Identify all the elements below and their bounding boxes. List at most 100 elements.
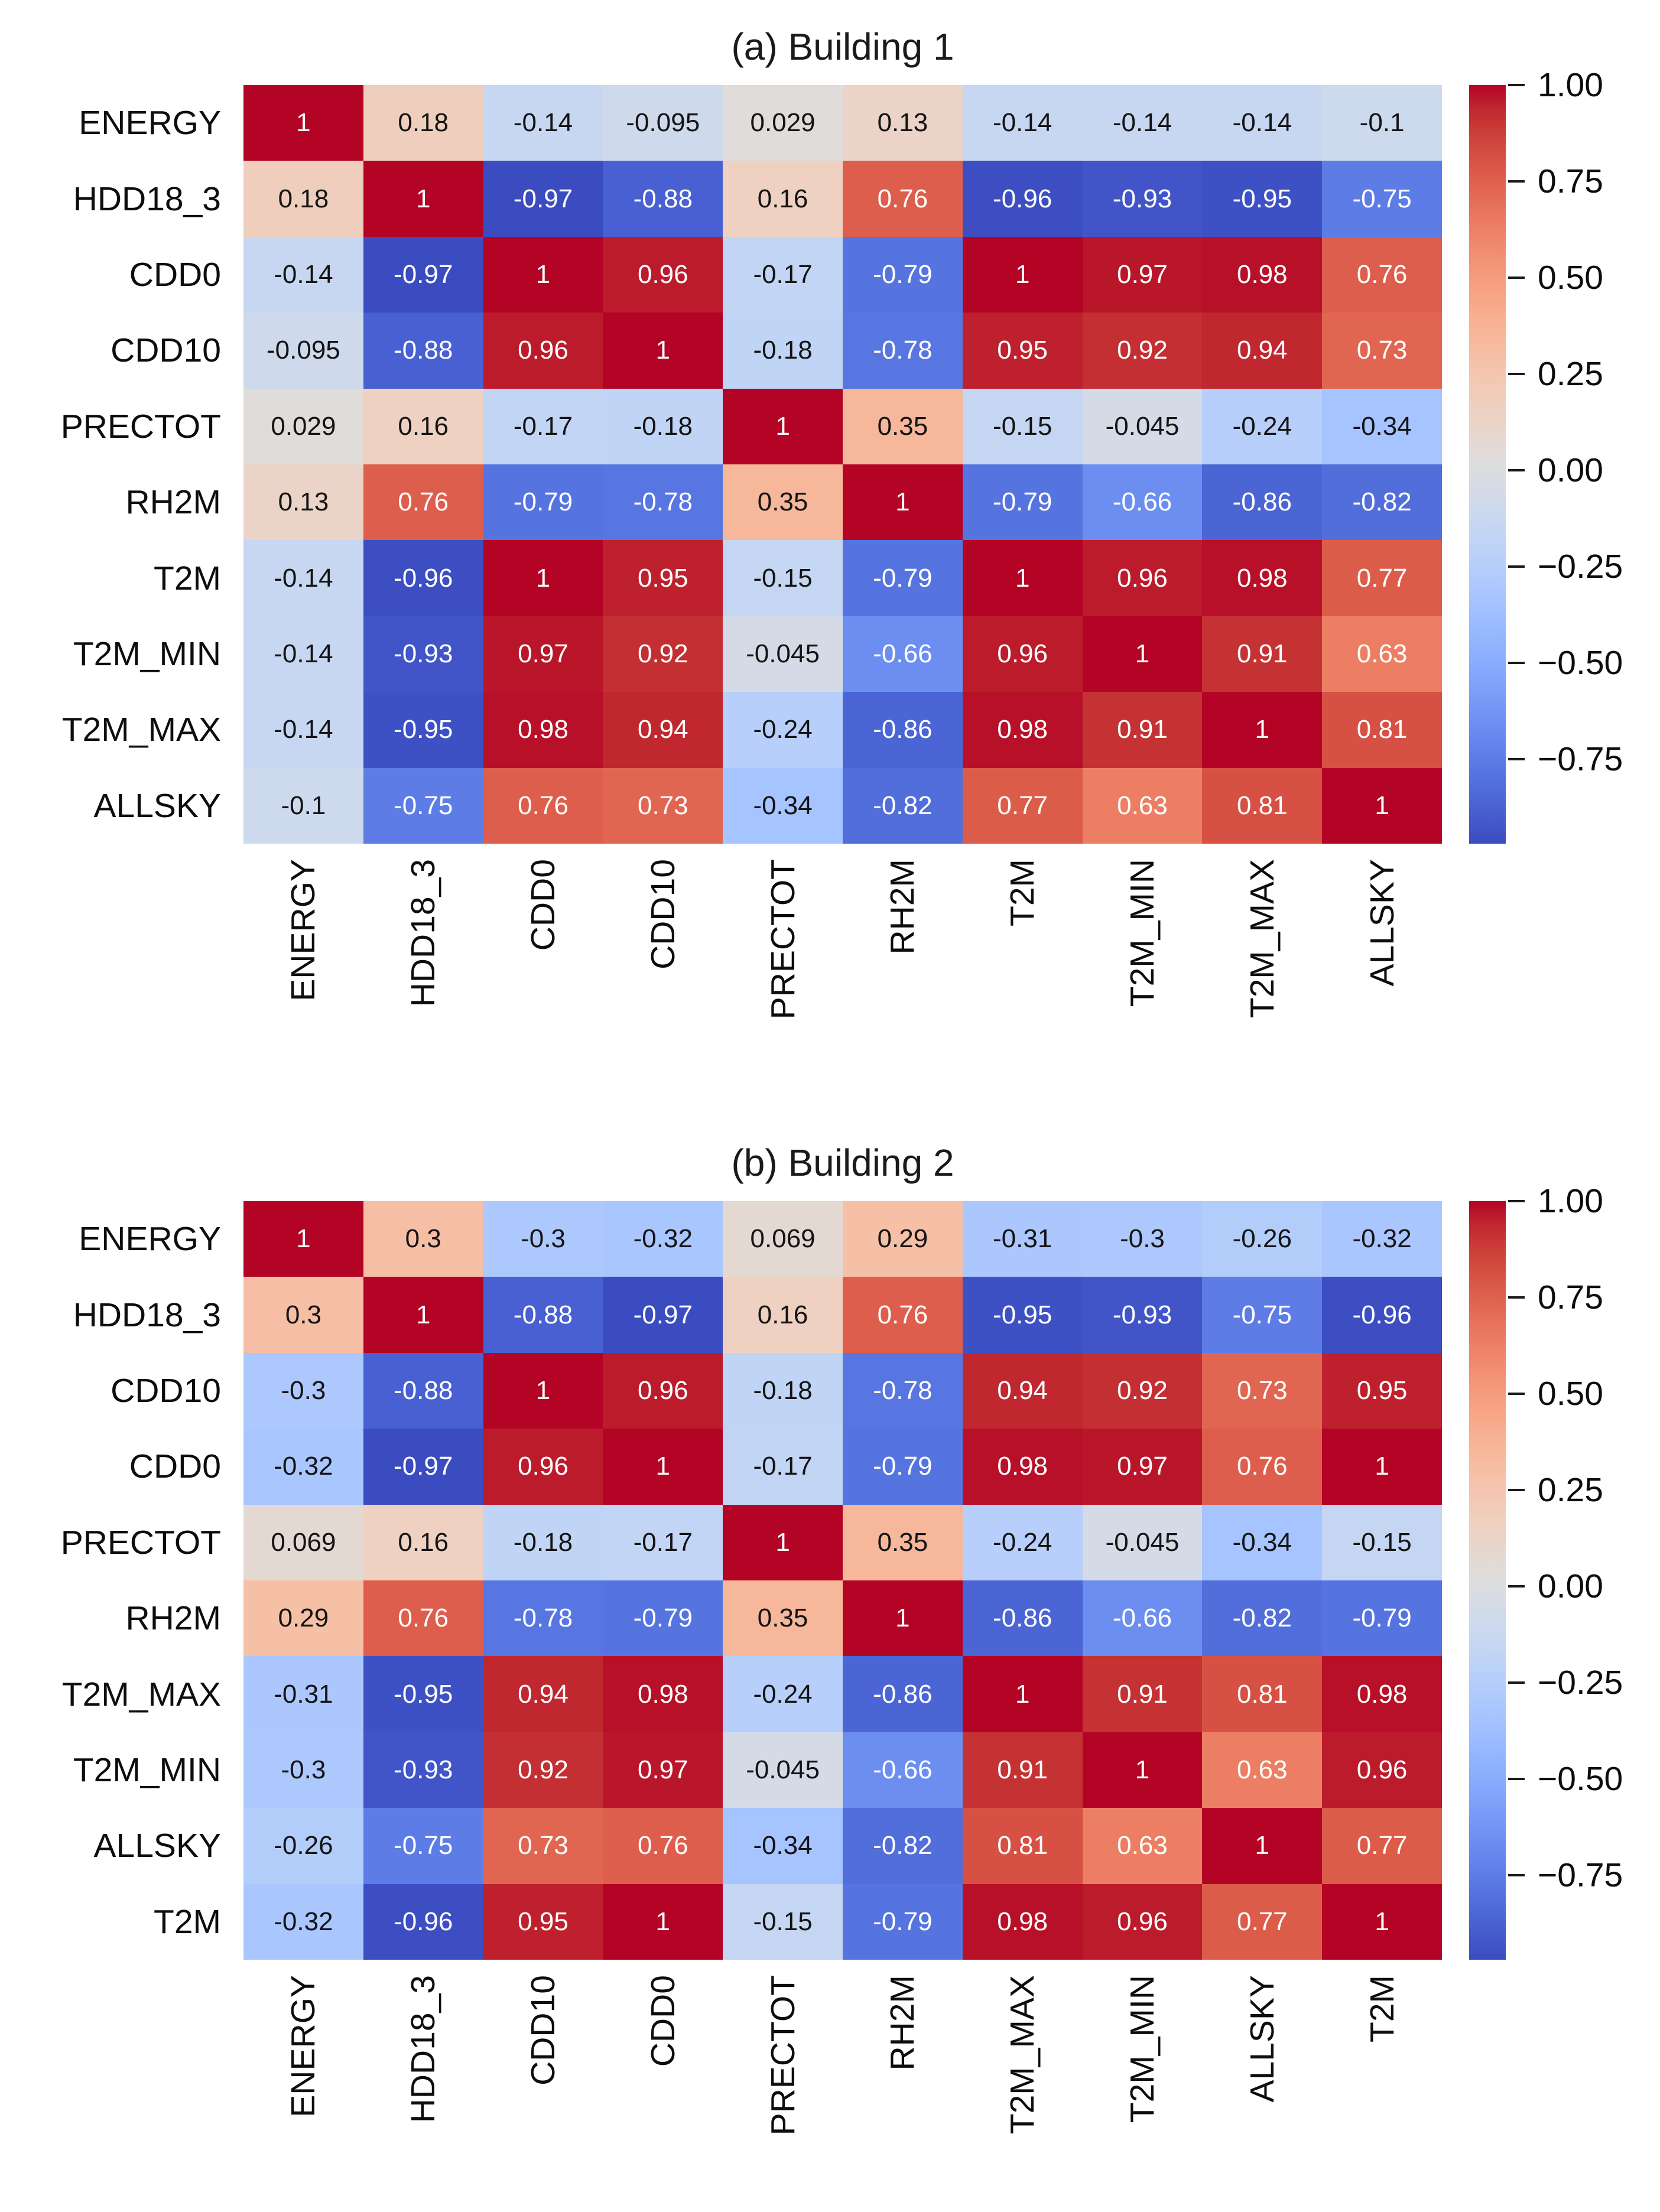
row-label: T2M_MAX xyxy=(61,1675,221,1713)
heatmap-cell: 0.76 xyxy=(843,1277,963,1353)
colorbar-tick-mark xyxy=(1508,1873,1525,1876)
row-label: PRECTOT xyxy=(60,1523,221,1562)
heatmap-cell: 0.81 xyxy=(962,1808,1083,1884)
heatmap-cell: 1 xyxy=(843,464,963,541)
heatmap-cell: -0.32 xyxy=(1322,1201,1442,1277)
heatmap-cell: -0.18 xyxy=(603,388,723,464)
col-label-text: PRECTOT xyxy=(764,859,802,1020)
heatmap-cell: -0.66 xyxy=(1082,464,1203,541)
heatmap-cell: -0.045 xyxy=(723,616,843,692)
heatmap-cell: -0.97 xyxy=(363,236,483,313)
col-label: T2M xyxy=(963,859,1083,1095)
heatmap-cell: -0.78 xyxy=(483,1580,603,1657)
colorbar-tick-label: 0.75 xyxy=(1538,1278,1603,1316)
row-label: CDD10 xyxy=(111,331,221,370)
heatmap-cell: -0.78 xyxy=(603,464,723,541)
row-label: RH2M xyxy=(125,483,221,522)
heatmap-cell: 0.069 xyxy=(723,1201,843,1277)
heatmap-cell: 0.18 xyxy=(363,85,483,161)
row-label: T2M_MIN xyxy=(73,1751,221,1789)
heatmap-cell: 0.91 xyxy=(1082,692,1203,768)
colorbar-gradient xyxy=(1469,85,1506,844)
heatmap-cell: -0.79 xyxy=(843,1884,963,1960)
panel-building-1: (a) Building 1 ENERGY HDD18_3 CDD0 CDD10 PRE… xyxy=(61,25,1623,1095)
col-label: CDD0 xyxy=(603,1975,723,2211)
heatmap-cell: 0.76 xyxy=(843,161,963,237)
heatmap-cell: 0.29 xyxy=(243,1580,363,1657)
colorbar-gradient xyxy=(1469,1201,1506,1960)
heatmap-cell: 0.81 xyxy=(1202,1656,1323,1732)
heatmap-cell: 0.3 xyxy=(243,1277,363,1353)
heatmap-cell: 0.81 xyxy=(1202,767,1323,844)
row-label: T2M_MAX xyxy=(61,711,221,749)
heatmap-cell: 0.13 xyxy=(843,85,963,161)
heatmap-cell: 0.73 xyxy=(603,767,723,844)
heatmap-cell: -0.34 xyxy=(1322,388,1442,464)
heatmap-cell: 1 xyxy=(1082,1732,1203,1808)
heatmap-cell: 0.77 xyxy=(962,767,1083,844)
colorbar-tick-mark xyxy=(1508,661,1525,664)
heatmap-cell: 1 xyxy=(843,1580,963,1657)
row-label: CDD0 xyxy=(129,1447,221,1486)
heatmap-cell: 0.63 xyxy=(1202,1732,1323,1808)
heatmap-cell: 1 xyxy=(1202,1808,1323,1884)
heatmap-cell: -0.045 xyxy=(723,1732,843,1808)
panel-building-2: (b) Building 2 ENERGY HDD18_3 CDD10 CDD0 PRE… xyxy=(0,1116,1660,2212)
heatmap-cell: 0.96 xyxy=(1082,540,1203,616)
colorbar-tick-label: 0.00 xyxy=(1538,1567,1603,1605)
col-label: ALLSKY xyxy=(1322,859,1442,1095)
heatmap-cell: 0.069 xyxy=(243,1504,363,1580)
colorbar-tick-mark xyxy=(1508,372,1525,375)
col-label: RH2M xyxy=(843,1975,963,2211)
heatmap-cell: 1 xyxy=(1322,767,1442,844)
heatmap-cell: -0.15 xyxy=(723,540,843,616)
col-label: PRECTOT xyxy=(723,859,843,1095)
row-label: T2M xyxy=(154,1902,221,1941)
heatmap-cell: -0.79 xyxy=(962,464,1083,541)
heatmap-cell: 0.16 xyxy=(723,161,843,237)
heatmap-cell: -0.15 xyxy=(723,1884,843,1960)
heatmap-cell: 0.35 xyxy=(723,464,843,541)
heatmap-cell: -0.75 xyxy=(1322,161,1442,237)
col-label: ENERGY xyxy=(243,859,363,1095)
colorbar-tick-label: −0.75 xyxy=(1538,1856,1623,1894)
heatmap-cell: -0.97 xyxy=(603,1277,723,1353)
heatmap-cell: -0.82 xyxy=(1202,1580,1323,1657)
heatmap-cell: 1 xyxy=(1322,1429,1442,1505)
col-label-text: CDD10 xyxy=(524,1975,562,2086)
heatmap-cell: 0.76 xyxy=(1322,236,1442,313)
heatmap-cell: -0.17 xyxy=(723,1429,843,1505)
heatmap-cell: 0.76 xyxy=(1202,1429,1323,1505)
heatmap-cell: 0.96 xyxy=(483,1429,603,1505)
heatmap-cell: -0.97 xyxy=(363,1429,483,1505)
heatmap-cell: 0.96 xyxy=(1322,1732,1442,1808)
heatmap-cell: 0.63 xyxy=(1082,1808,1203,1884)
heatmap-cell: 0.95 xyxy=(603,540,723,616)
colorbar-tick-label: 0.75 xyxy=(1538,162,1603,200)
col-label-text: CDD0 xyxy=(524,859,562,951)
heatmap-cell: 0.95 xyxy=(962,313,1083,389)
heatmap-cell: -0.93 xyxy=(363,616,483,692)
col-label: CDD0 xyxy=(483,859,603,1095)
heatmap-cell: 0.98 xyxy=(962,692,1083,768)
heatmap-cell: 0.94 xyxy=(1202,313,1323,389)
heatmap-cell: -0.14 xyxy=(483,85,603,161)
col-label: T2M_MAX xyxy=(1202,859,1322,1095)
heatmap-cell: -0.18 xyxy=(483,1504,603,1580)
col-label-text: CDD0 xyxy=(644,1975,682,2067)
heatmap-cell: 0.81 xyxy=(1322,692,1442,768)
colorbar-tick-mark xyxy=(1508,1681,1525,1684)
heatmap-cell: 0.98 xyxy=(1202,540,1323,616)
heatmap-cell: -0.93 xyxy=(1082,161,1203,237)
heatmap-cell: -0.79 xyxy=(483,464,603,541)
heatmap-cell: 1 xyxy=(723,388,843,464)
heatmap-cell: -0.79 xyxy=(603,1580,723,1657)
heatmap-cell: 0.77 xyxy=(1202,1884,1323,1960)
col-labels: ENERGY HDD18_3 CDD0 CDD10 PRECTOT RH2M T2M T2M_… xyxy=(243,859,1442,1095)
col-label: T2M xyxy=(1322,1975,1442,2211)
heatmap-cell: 0.35 xyxy=(843,388,963,464)
heatmap-cell: 0.29 xyxy=(843,1201,963,1277)
heatmap-cell: -0.15 xyxy=(1322,1504,1442,1580)
heatmap-cell: 0.73 xyxy=(1322,313,1442,389)
heatmap-cell: -0.82 xyxy=(1322,464,1442,541)
